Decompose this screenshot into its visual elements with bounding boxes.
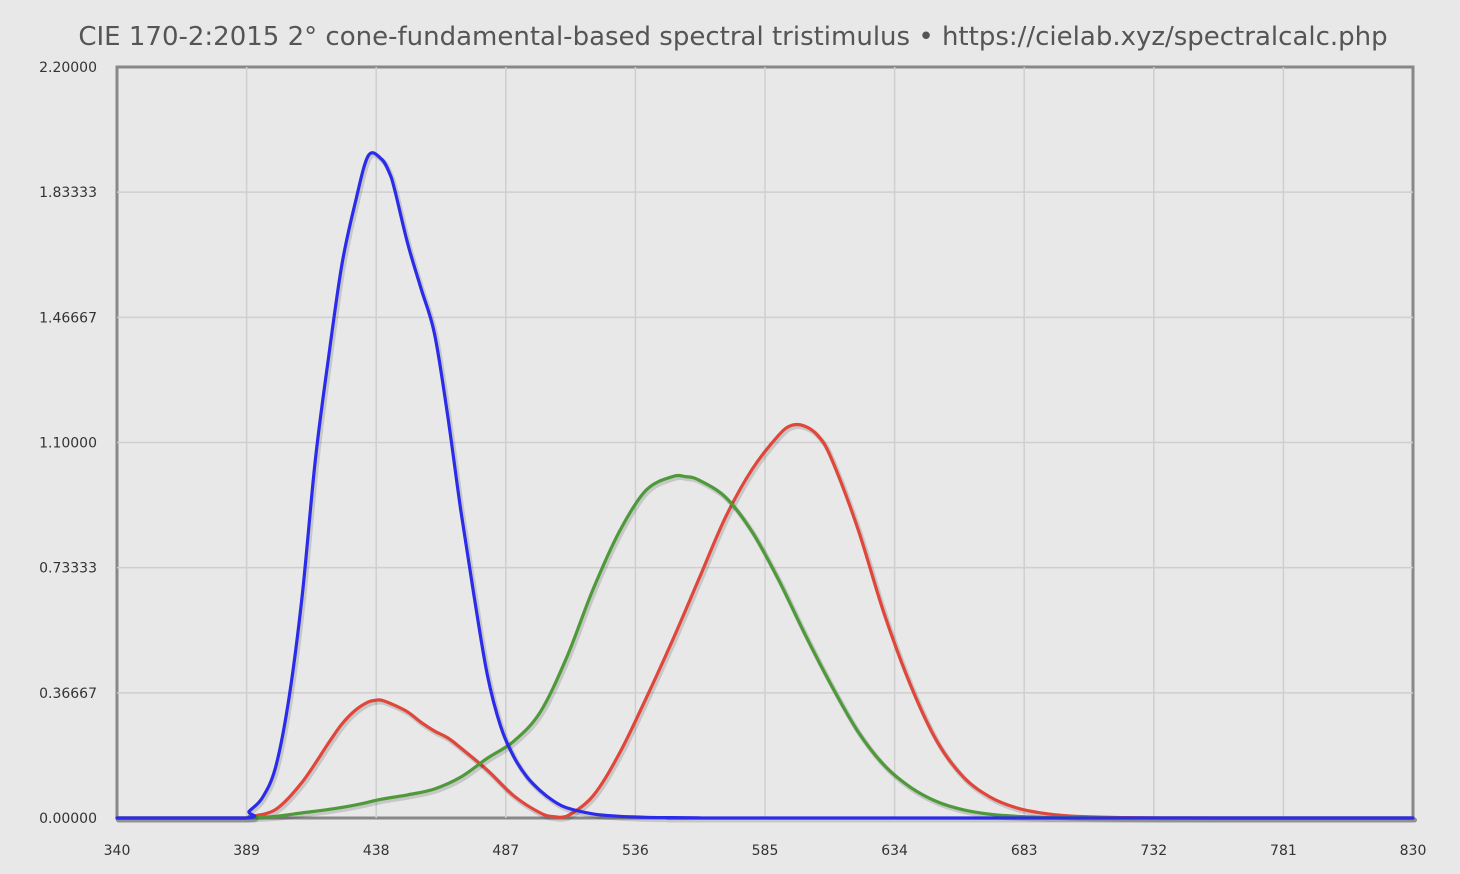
x-tick-label: 438 [363, 843, 390, 859]
series-line-x-bar [115, 422, 1415, 820]
chart-title: CIE 170-2:2015 2° cone-fundamental-based… [78, 22, 1387, 52]
y-tick-label: 1.10000 [39, 436, 97, 452]
y-tick-label: 0.00000 [39, 811, 97, 827]
x-tick-label: 732 [1140, 843, 1167, 859]
x-tick-label: 585 [752, 843, 779, 859]
x-axis-ticks: 340 389 438 487 536 585 634 683 732 781 830 [104, 843, 1427, 859]
y-tick-label: 0.73333 [39, 561, 97, 577]
y-axis-ticks: 0.00000 0.36667 0.73333 1.10000 1.46667 1.833… [39, 60, 97, 827]
x-tick-label: 487 [492, 843, 519, 859]
x-tick-label: 340 [104, 843, 131, 859]
x-tick-label: 781 [1270, 843, 1297, 859]
x-tick-label: 683 [1011, 843, 1038, 859]
x-tick-label: 830 [1400, 843, 1427, 859]
x-tick-label: 536 [622, 843, 649, 859]
x-tick-label: 634 [881, 843, 908, 859]
y-tick-label: 1.83333 [39, 185, 97, 201]
x-tick-label: 389 [233, 843, 260, 859]
series-layer [115, 151, 1417, 823]
y-tick-label: 2.20000 [39, 60, 97, 76]
series-line-z-bar [115, 151, 1415, 820]
y-tick-label: 0.36667 [39, 686, 97, 702]
y-tick-label: 1.46667 [39, 310, 97, 326]
